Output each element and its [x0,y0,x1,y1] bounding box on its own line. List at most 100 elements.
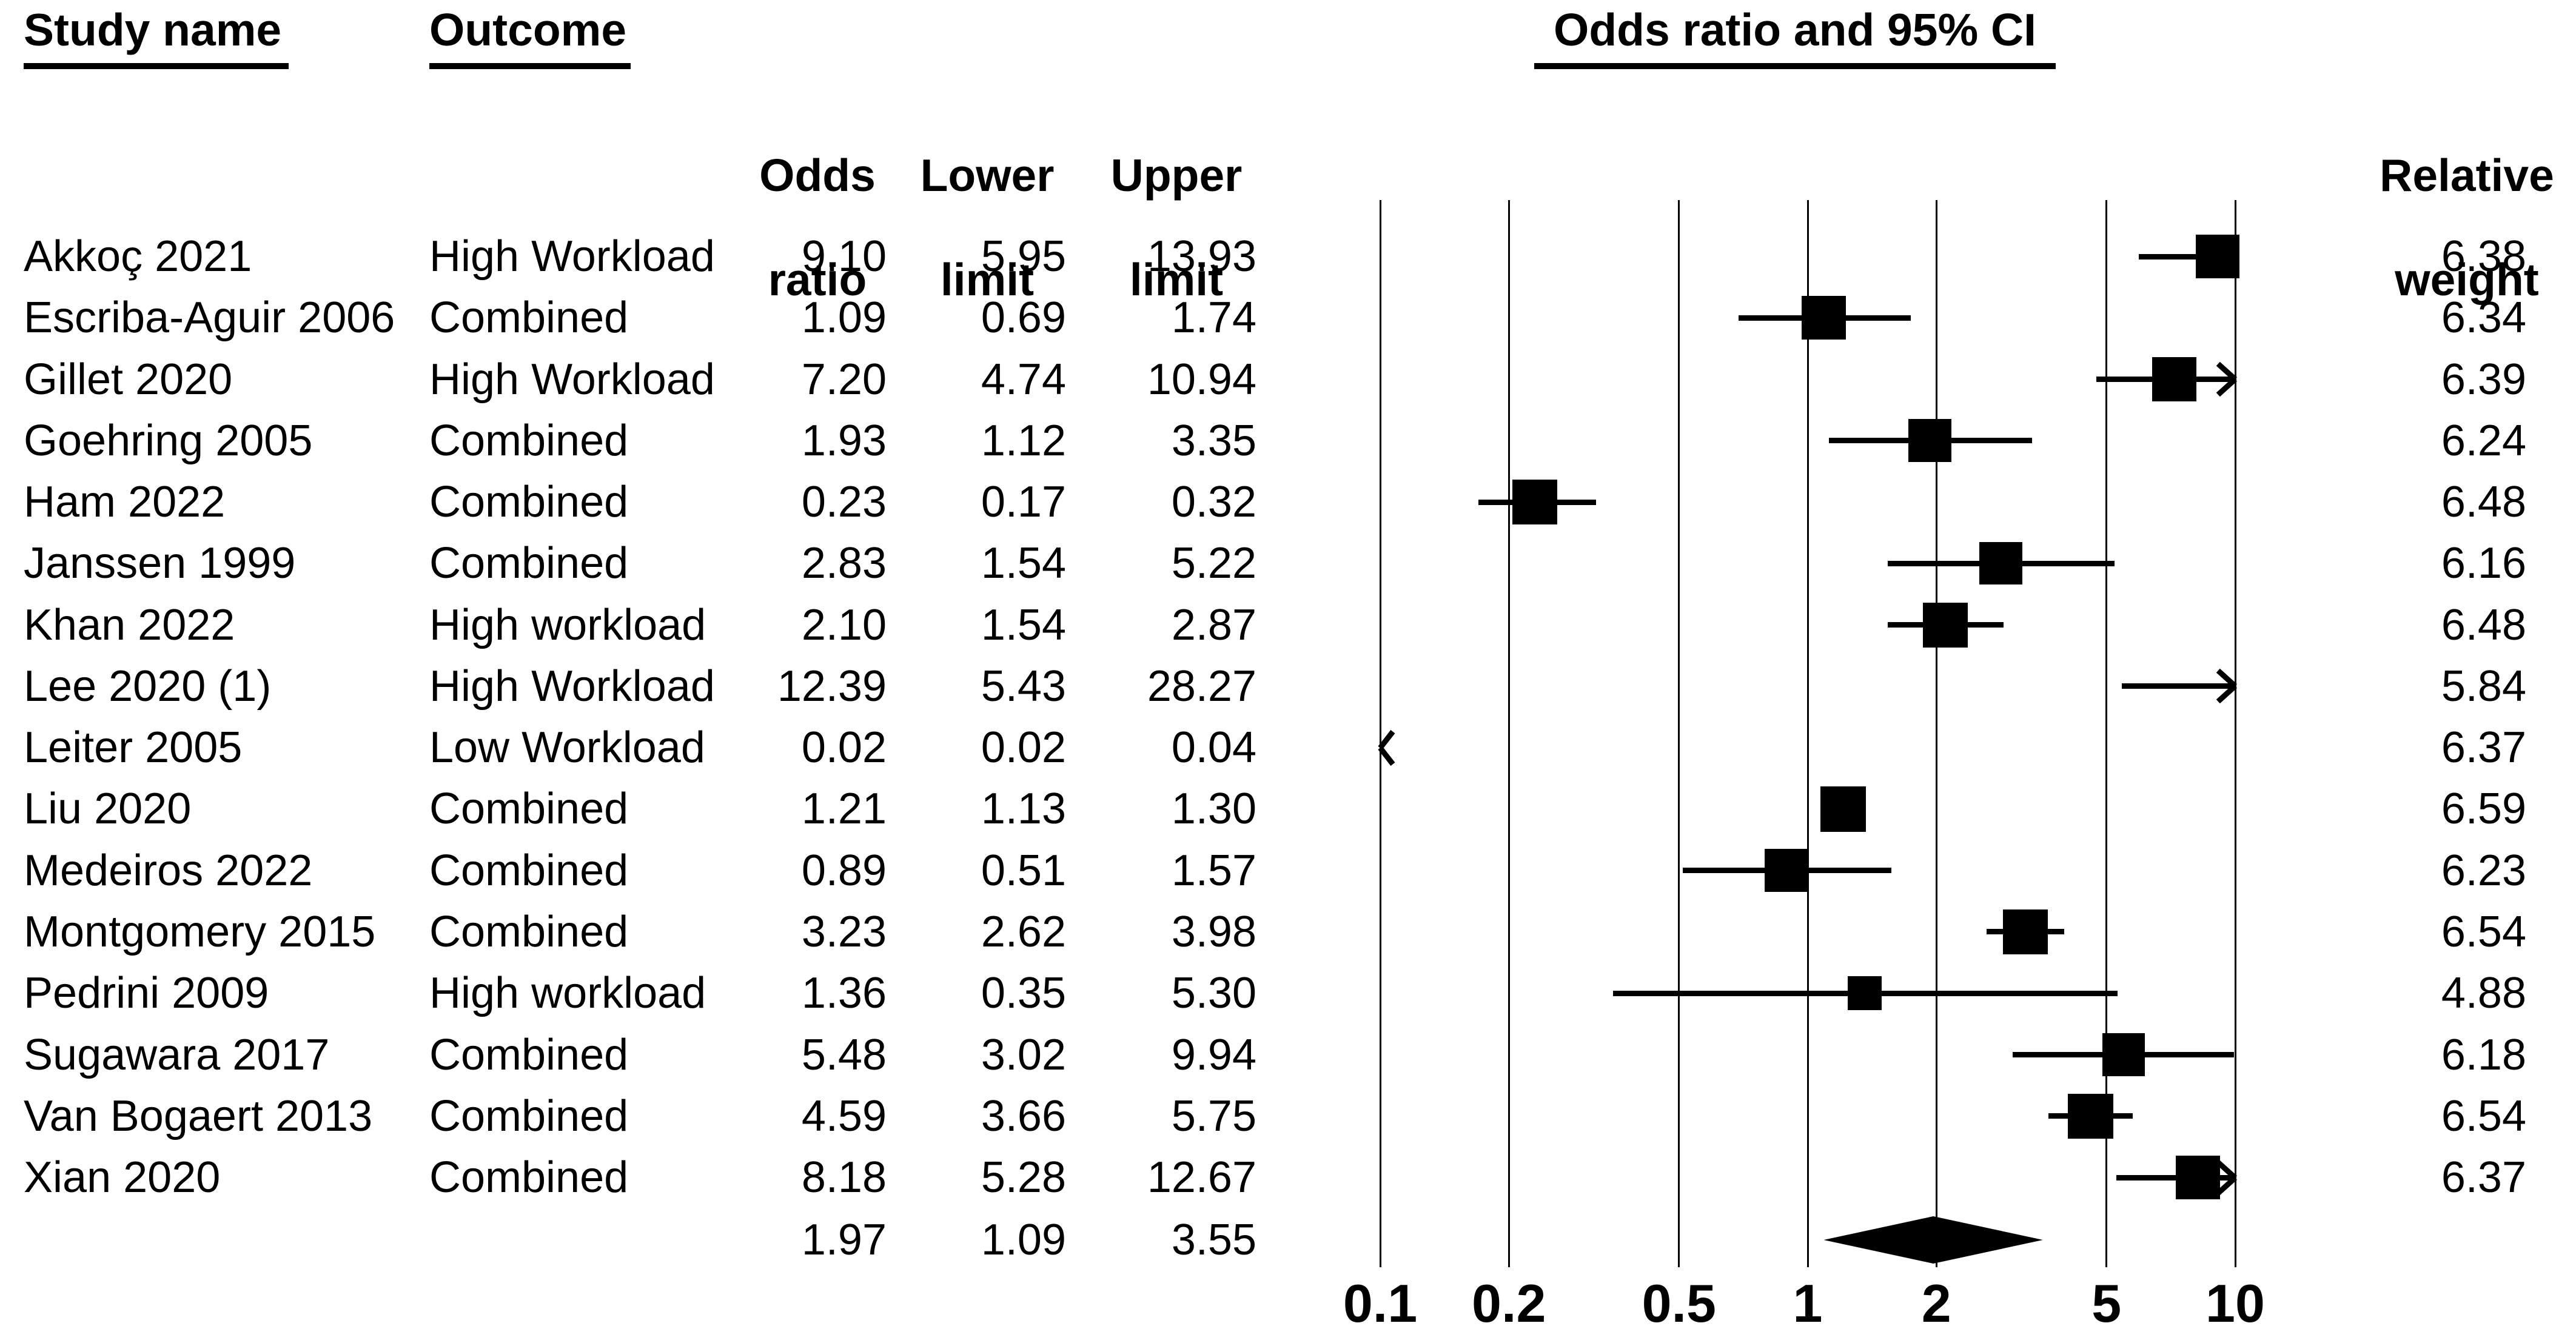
col-header-lower-limit-line2: limit [940,254,1035,305]
study-name-cell: Van Bogaert 2013 [24,1091,373,1140]
upper-limit-cell: 3.98 [1171,907,1256,956]
outcome-cell: High workload [429,600,706,649]
relative-weight-cell: 6.23 [2441,846,2526,895]
upper-limit-cell: 0.32 [1171,478,1256,527]
ci-square-marker [2152,357,2196,401]
odds-ratio-cell: 2.83 [801,539,887,588]
upper-limit-cell: 13.93 [1147,232,1256,281]
study-name-cell: Liu 2020 [24,785,192,834]
outcome-cell: Combined [429,907,629,956]
relative-weight-cell: 6.37 [2441,723,2526,772]
lower-limit-cell: 1.54 [981,539,1066,588]
upper-limit-cell: 28.27 [1147,661,1256,711]
axis-tick-label: 0.2 [1472,1273,1546,1333]
outcome-cell: Combined [429,785,629,834]
axis-gridline [2234,200,2236,1267]
axis-gridline [2105,200,2108,1267]
summary-diamond [1823,1216,2043,1264]
relative-weight-cell: 6.59 [2441,785,2526,834]
ci-square-marker [2102,1033,2145,1076]
odds-ratio-cell: 5.48 [801,1030,887,1079]
plot-title: Odds ratio and 95% CI [1534,5,2056,69]
outcome-cell: Combined [429,1153,629,1202]
study-name-cell: Leiter 2005 [24,723,243,772]
relative-weight-cell: 6.48 [2441,600,2526,649]
study-name-cell: Escriba-Aguir 2006 [24,293,395,343]
outcome-cell: Combined [429,1091,629,1140]
ci-square-marker [1802,296,1846,340]
upper-limit-cell: 5.75 [1171,1091,1256,1140]
axis-tick-label: 1 [1793,1273,1823,1333]
summary-odds-ratio-cell: 1.97 [801,1216,887,1264]
odds-ratio-cell: 0.23 [801,478,887,527]
odds-ratio-cell: 1.36 [801,969,887,1018]
axis-tick-label: 10 [2205,1273,2265,1333]
axis-tick-label: 0.1 [1343,1273,1418,1333]
col-header-lower-limit: Lower limit [896,97,1078,306]
outcome-cell: Combined [429,293,629,343]
summary-lower-limit-cell: 1.09 [981,1216,1066,1264]
outcome-cell: High Workload [429,661,715,711]
ci-square-marker [1820,786,1866,832]
study-name-cell: Gillet 2020 [24,355,233,404]
ci-line [2139,253,2235,260]
relative-weight-cell: 6.54 [2441,1091,2526,1140]
relative-weight-cell: 6.16 [2441,539,2526,588]
lower-limit-cell: 1.13 [981,785,1066,834]
relative-weight-cell: 6.39 [2441,355,2526,404]
odds-ratio-cell: 1.09 [801,293,887,343]
odds-ratio-cell: 1.21 [801,785,887,834]
lower-limit-cell: 0.17 [981,478,1066,527]
col-header-study-name: Study name [24,5,289,69]
axis-tick-label: 5 [2091,1273,2122,1333]
col-header-odds-ratio-line1: Odds [759,150,876,201]
ci-square-marker [1512,480,1557,524]
ci-square-marker [1979,542,2022,585]
lower-limit-cell: 0.51 [981,846,1066,895]
odds-ratio-cell: 2.10 [801,600,887,649]
axis-gridline [1508,200,1510,1267]
ci-square-marker [2068,1093,2113,1139]
axis-gridline [1379,200,1381,1267]
lower-limit-cell: 0.35 [981,969,1066,1018]
odds-ratio-cell: 0.89 [801,846,887,895]
ci-line [2122,683,2235,689]
outcome-cell: High Workload [429,232,715,281]
upper-limit-cell: 5.22 [1171,539,1256,588]
outcome-cell: Combined [429,1030,629,1079]
lower-limit-cell: 5.28 [981,1153,1066,1202]
col-header-upper-limit-line2: limit [1129,254,1224,305]
upper-limit-cell: 1.30 [1171,785,1256,834]
upper-limit-cell: 9.94 [1171,1030,1256,1079]
study-name-cell: Ham 2022 [24,478,226,527]
col-header-relative-weight-line1: Relative [2380,150,2554,201]
study-name-cell: Xian 2020 [24,1153,221,1202]
axis-gridline [1806,200,1809,1267]
relative-weight-cell: 5.84 [2441,661,2526,711]
odds-ratio-cell: 7.20 [801,355,887,404]
study-name-cell: Montgomery 2015 [24,907,376,956]
lower-limit-cell: 2.62 [981,907,1066,956]
outcome-cell: High workload [429,969,706,1018]
odds-ratio-cell: 3.23 [801,907,887,956]
outcome-cell: Combined [429,539,629,588]
upper-limit-cell: 12.67 [1147,1153,1256,1202]
upper-limit-cell: 0.04 [1171,723,1256,772]
col-header-outcome: Outcome [429,5,631,69]
study-name-cell: Medeiros 2022 [24,846,313,895]
lower-limit-cell: 0.69 [981,293,1066,343]
axis-tick-label: 2 [1921,1273,1951,1333]
ci-square-marker [1848,976,1882,1011]
upper-limit-cell: 5.30 [1171,969,1256,1018]
summary-upper-limit-cell: 3.55 [1171,1216,1256,1264]
outcome-cell: High Workload [429,355,715,404]
study-name-cell: Lee 2020 (1) [24,661,272,711]
outcome-cell: Combined [429,846,629,895]
odds-ratio-cell: 9.10 [801,232,887,281]
ci-square-marker [2195,234,2240,279]
relative-weight-cell: 6.48 [2441,478,2526,527]
col-header-lower-limit-line1: Lower [920,150,1055,201]
axis-gridline [1678,200,1680,1267]
lower-limit-cell: 3.66 [981,1091,1066,1140]
